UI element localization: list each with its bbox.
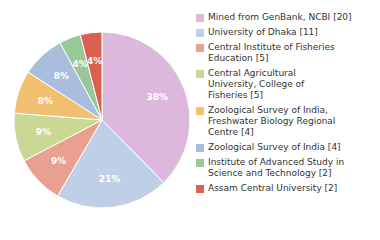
svg-text:4%: 4% <box>73 59 88 69</box>
html-text:Central Institute of Fisheries: Central Institute of Fisheries <box>208 42 335 52</box>
html-text:Central Agricultural: Central Agricultural <box>208 68 296 78</box>
html-text:University, College of: University, College of <box>208 79 305 89</box>
html-text:Assam Central University [2]: Assam Central University [2] <box>208 183 338 193</box>
svg-text:38%: 38% <box>147 92 169 102</box>
html-text:Education [5]: Education [5] <box>208 53 269 63</box>
html-text:Science and Technology [2]: Science and Technology [2] <box>208 168 332 178</box>
svg-text:21%: 21% <box>99 174 121 184</box>
svg-text:4%: 4% <box>87 56 102 66</box>
html-text:Freshwater Biology Regional: Freshwater Biology Regional <box>208 116 336 126</box>
html-text:Zoological Survey of India,: Zoological Survey of India, <box>208 105 328 115</box>
svg-text:8%: 8% <box>38 96 53 106</box>
svg-text:9%: 9% <box>36 127 51 137</box>
svg-text:8%: 8% <box>54 71 69 81</box>
html-text:Mined from GenBank, NCBI [20]: Mined from GenBank, NCBI [20] <box>208 12 352 22</box>
html-text:Zoological Survey of India [4]: Zoological Survey of India [4] <box>208 142 341 152</box>
html-text:Institute of Advanced Study in: Institute of Advanced Study in <box>208 157 345 167</box>
html-text:Centre [4]: Centre [4] <box>208 127 254 137</box>
svg-text:9%: 9% <box>51 156 66 166</box>
html-text:Fisheries [5]: Fisheries [5] <box>208 90 263 100</box>
html-text:University of Dhaka [11]: University of Dhaka [11] <box>208 27 318 37</box>
